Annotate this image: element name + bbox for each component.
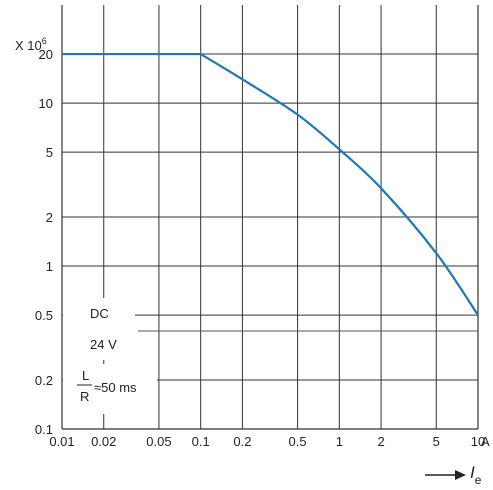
x-tick-labels: 0.01 0.02 0.05 0.1 0.2 0.5 1 2 5 10 (49, 434, 485, 449)
annotation-voltage: 24 V (90, 337, 117, 352)
annotation-dc: DC (90, 306, 109, 321)
x-axis-symbol: Ie (470, 463, 482, 487)
x-axis-arrow-head (455, 470, 466, 480)
y-tick-label-3: 1 (46, 259, 53, 274)
x-tick-label-0: 0.01 (49, 434, 74, 449)
y-tick-label-5: 5 (46, 145, 53, 160)
y-tick-labels: 0.1 0.2 0.5 1 2 5 10 20 (35, 47, 53, 437)
x-tick-label-1: 0.02 (91, 434, 116, 449)
y-tick-label-0: 0.1 (35, 422, 53, 437)
annotation-time-constant: ≈50 ms (94, 380, 137, 395)
y-tick-label-1: 0.2 (35, 373, 53, 388)
annotation-l: L (82, 368, 89, 383)
x-unit-label: A (481, 434, 490, 449)
y-multiplier-base: X 10 (15, 38, 42, 53)
y-tick-label-6: 10 (39, 96, 53, 111)
x-tick-label-2: 0.05 (146, 434, 171, 449)
y-tick-label-4: 2 (46, 210, 53, 225)
x-tick-label-4: 0.2 (233, 434, 251, 449)
x-tick-label-6: 1 (336, 434, 343, 449)
x-axis-symbol-subscript: e (475, 473, 482, 487)
y-multiplier-exponent: 6 (42, 36, 47, 46)
x-tick-label-3: 0.1 (192, 434, 210, 449)
annotation-r: R (80, 389, 89, 404)
x-tick-label-9: 10 (471, 434, 485, 449)
annotation-dc-box (63, 298, 135, 360)
x-axis-symbol-main: I (470, 463, 475, 482)
x-tick-label-5: 0.5 (289, 434, 307, 449)
x-tick-label-7: 2 (377, 434, 384, 449)
y-tick-label-2: 0.5 (35, 308, 53, 323)
y-multiplier-label: X 106 (15, 36, 47, 53)
annotation-lr-box (63, 364, 157, 414)
grid-lines (61, 5, 479, 430)
y-tick-label-7: 20 (39, 47, 53, 62)
x-tick-label-8: 5 (433, 434, 440, 449)
series-line (62, 52, 479, 316)
